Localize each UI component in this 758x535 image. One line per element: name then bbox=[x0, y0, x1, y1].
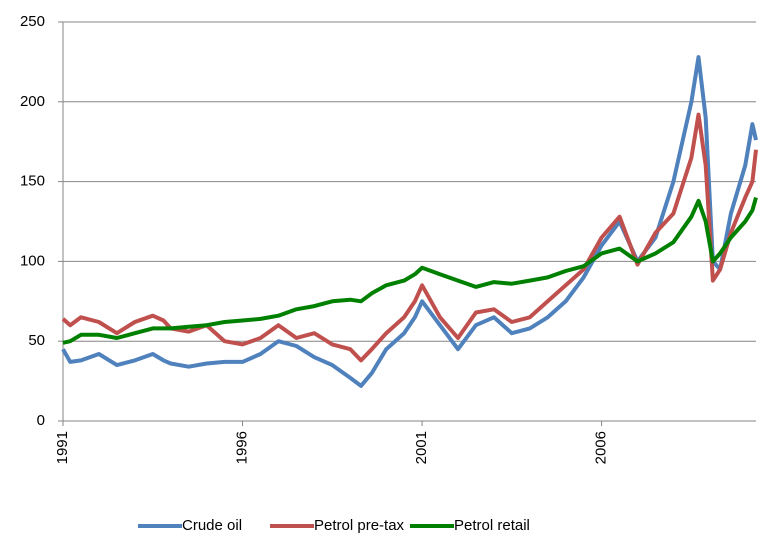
y-tick-label: 0 bbox=[37, 412, 45, 429]
x-tick-label: 2006 bbox=[593, 431, 610, 464]
legend-label: Petrol pre-tax bbox=[314, 517, 405, 534]
legend-label: Crude oil bbox=[182, 517, 242, 534]
series-line bbox=[61, 55, 758, 388]
y-tick-label: 50 bbox=[28, 332, 45, 349]
y-tick-label: 150 bbox=[20, 173, 45, 190]
y-tick-label: 250 bbox=[20, 13, 45, 30]
x-tick-label: 1996 bbox=[234, 431, 251, 464]
x-tick-label: 1991 bbox=[54, 431, 71, 464]
y-tick-label: 200 bbox=[20, 93, 45, 110]
x-tick-label: 2001 bbox=[413, 431, 430, 464]
series-line bbox=[62, 197, 758, 345]
legend-label: Petrol retail bbox=[454, 517, 530, 534]
y-tick-label: 100 bbox=[20, 252, 45, 269]
